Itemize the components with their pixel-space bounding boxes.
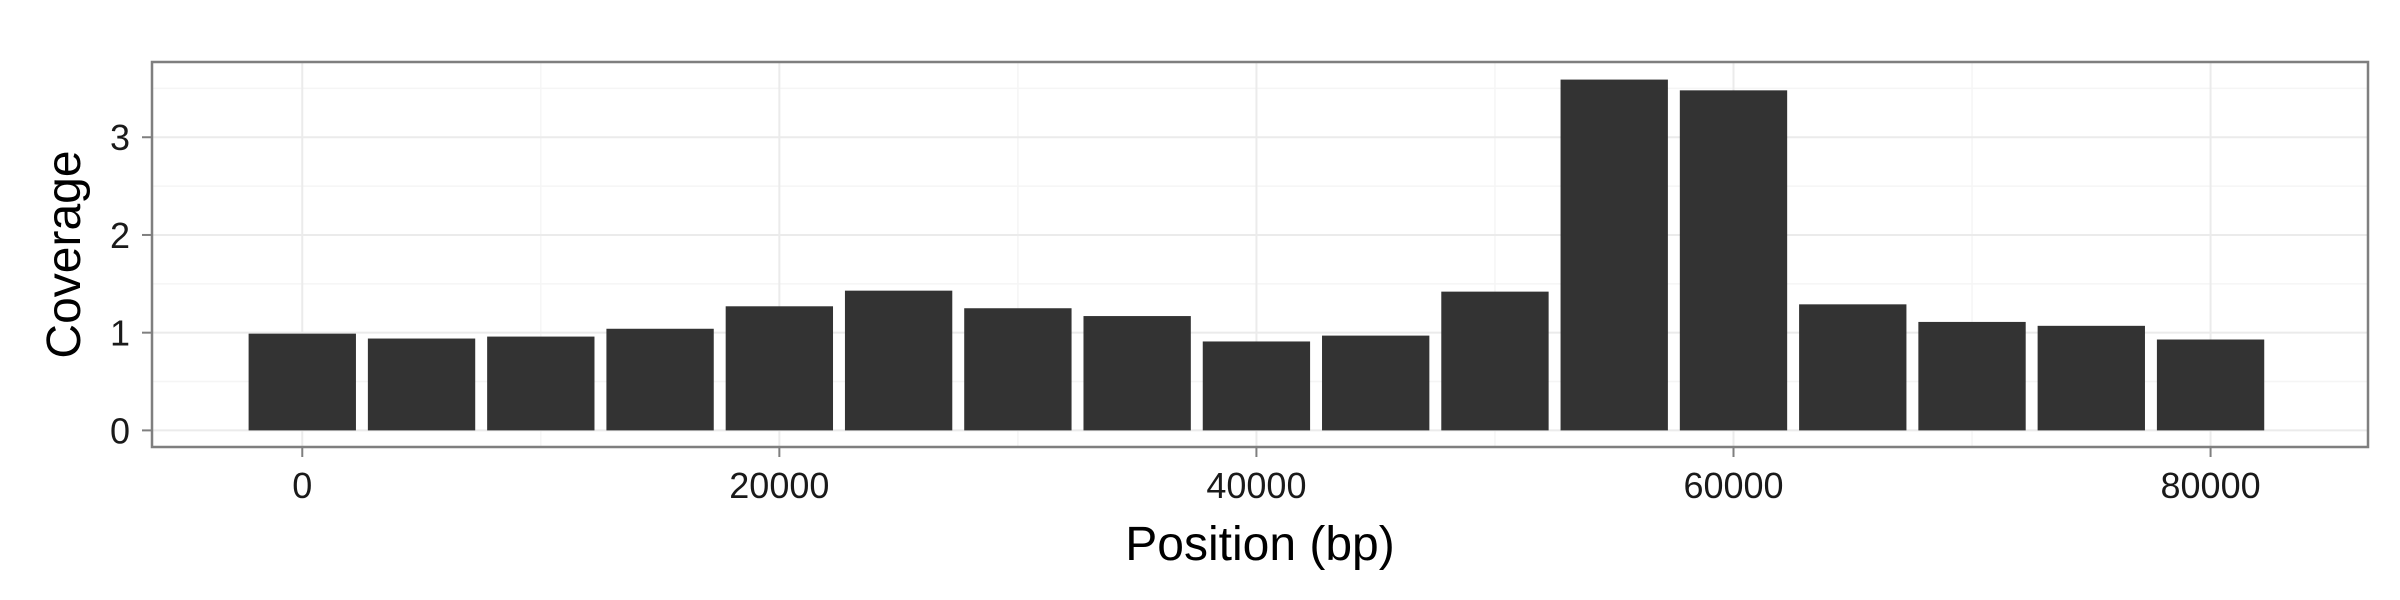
coverage-bar [2037,325,2145,431]
coverage-bar [1799,304,1907,431]
coverage-bar [248,333,356,431]
coverage-bar [1918,321,2026,431]
x-tick-label: 20000 [729,465,829,506]
y-axis-ticks: 0 1 2 3 [110,117,152,451]
x-tick-label: 60000 [1683,465,1783,506]
y-tick-label: 3 [110,117,130,158]
coverage-bar [844,290,953,431]
x-axis-title: Position (bp) [1125,518,1394,571]
coverage-bar [1560,79,1668,431]
coverage-bar [606,328,714,431]
coverage-bar [2156,339,2265,431]
coverage-bar [725,306,834,431]
y-tick-label: 1 [110,313,130,354]
coverage-bar [1083,316,1191,431]
y-tick-label: 0 [110,410,130,451]
coverage-bar [1202,341,1311,431]
x-tick-label: 0 [292,465,312,506]
x-tick-label: 80000 [2161,465,2261,506]
coverage-bar [487,336,595,431]
coverage-bar [367,338,476,431]
x-axis-ticks: 0 20000 40000 60000 80000 [292,447,2261,506]
coverage-bar [964,308,1072,431]
coverage-bar [1679,90,1788,431]
coverage-bar [1322,335,1430,431]
bars [248,79,2265,431]
y-tick-label: 2 [110,215,130,256]
x-tick-label: 40000 [1206,465,1306,506]
coverage-bar [1441,291,1549,431]
y-axis-title: Coverage [38,150,91,358]
plot-panel-border [150,60,2370,449]
